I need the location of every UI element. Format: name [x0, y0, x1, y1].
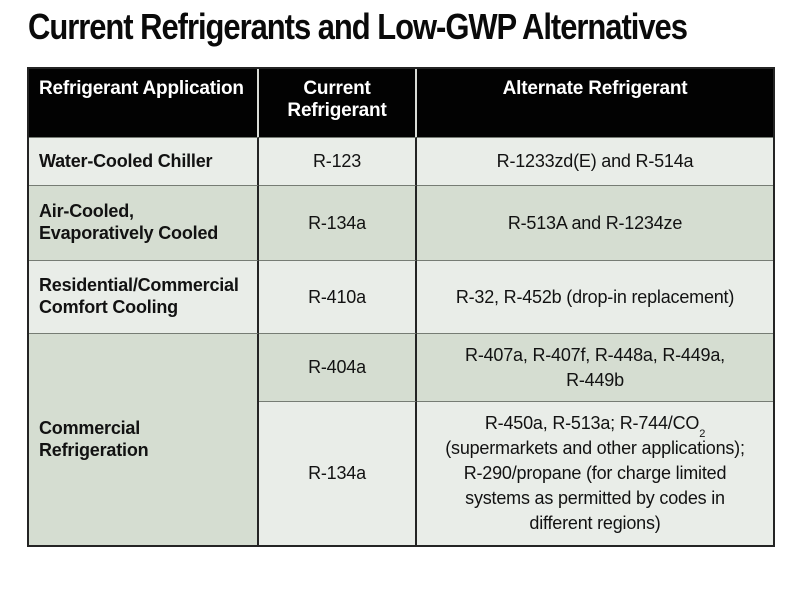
page-title: Current Refrigerants and Low-GWP Alterna… [28, 6, 688, 47]
current-refrigerant-cell: R-134a [259, 401, 417, 545]
alternate-refrigerant-cell: R-513A and R-1234ze [417, 185, 773, 260]
alternate-refrigerant-cell: R-407a, R-407f, R-448a, R-449a, R-449b [417, 333, 773, 401]
table-row-air-cooled: Air-Cooled, Evaporatively Cooled R-134a … [29, 185, 773, 260]
alternate-rest-text: (supermarkets and other applications); R… [445, 438, 745, 533]
column-header-application: Refrigerant Application [29, 69, 259, 137]
header-row: Refrigerant Application Current Refriger… [29, 69, 773, 137]
co2-subscript: 2 [699, 428, 706, 441]
column-header-alternate-refrigerant: Alternate Refrigerant [417, 69, 773, 137]
application-cell: Water-Cooled Chiller [29, 137, 259, 185]
current-refrigerant-cell: R-134a [259, 185, 417, 260]
refrigerant-table: Refrigerant Application Current Refriger… [27, 67, 775, 547]
table-row-commercial-refrigeration-r404a: Commercial Refrigeration R-404a R-407a, … [29, 333, 773, 545]
current-refrigerant-cell: R-404a [259, 333, 417, 401]
table-row-water-cooled-chiller: Water-Cooled Chiller R-123 R-1233zd(E) a… [29, 137, 773, 185]
application-cell: Residential/Commercial Comfort Cooling [29, 260, 259, 333]
table-row-commercial-refrigeration-r134a: R-134a R-450a, R-513a; R-744/CO2 (superm… [29, 401, 773, 545]
table-row-residential-commercial: Residential/Commercial Comfort Cooling R… [29, 260, 773, 333]
alternate-line-co2: R-450a, R-513a; R-744/CO2 [425, 411, 765, 439]
alternate-refrigerant-cell: R-450a, R-513a; R-744/CO2 (supermarkets … [417, 401, 773, 545]
alternate-refrigerant-cell: R-1233zd(E) and R-514a [417, 137, 773, 185]
application-cell: Air-Cooled, Evaporatively Cooled [29, 185, 259, 260]
current-refrigerant-cell: R-123 [259, 137, 417, 185]
column-header-current-refrigerant: Current Refrigerant [259, 69, 417, 137]
co2-line-text: R-450a, R-513a; R-744/CO [484, 413, 700, 434]
application-cell-commercial-refrigeration: Commercial Refrigeration [29, 333, 259, 545]
current-refrigerant-cell: R-410a [259, 260, 417, 333]
alternate-refrigerant-cell: R-32, R-452b (drop-in replacement) [417, 260, 773, 333]
